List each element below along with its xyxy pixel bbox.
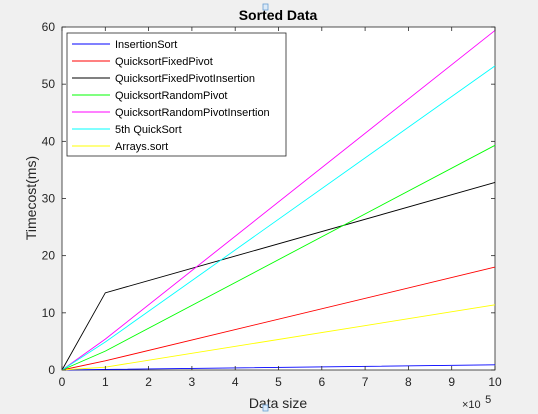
- x-axis-exponent-power: 5: [485, 394, 491, 406]
- y-tick-label: 30: [42, 192, 56, 206]
- legend-label-0: InsertionSort: [115, 39, 177, 51]
- x-tick-label: 1: [102, 375, 109, 389]
- y-ticks: 0 10 20 30 40 50 60: [42, 20, 495, 377]
- x-tick-label: 6: [318, 375, 325, 389]
- legend: InsertionSort QuicksortFixedPivot Quicksor…: [66, 32, 287, 157]
- series-line-4: [61, 30, 496, 371]
- legend-label-1: QuicksortFixedPivot: [115, 56, 213, 68]
- y-axis-label: Timecost(ms): [23, 156, 39, 240]
- figure-handle-top[interactable]: [262, 3, 269, 11]
- x-tick-label: 5: [275, 375, 282, 389]
- x-tick-label: 10: [488, 375, 502, 389]
- legend-label-2: QuicksortFixedPivotInsertion: [115, 73, 255, 85]
- x-tick-label: 4: [232, 375, 239, 389]
- x-axis-exponent: ×10 5: [462, 394, 491, 412]
- x-tick-label: 9: [448, 375, 455, 389]
- y-tick-label: 20: [42, 249, 56, 263]
- series-line-1: [61, 266, 496, 371]
- legend-label-6: Arrays.sort: [115, 141, 168, 153]
- legend-items: InsertionSort QuicksortFixedPivot Quicksor…: [72, 39, 270, 153]
- legend-label-4: QuicksortRandomPivotInsertion: [115, 107, 270, 119]
- y-tick-label: 60: [42, 20, 56, 34]
- figure-handle-bottom[interactable]: [262, 404, 269, 412]
- series-line-3: [61, 144, 496, 371]
- x-axis-label: Data size: [249, 395, 308, 411]
- legend-label-5: 5th QuickSort: [115, 124, 182, 136]
- x-tick-label: 7: [362, 375, 369, 389]
- y-tick-label: 40: [42, 134, 56, 148]
- x-tick-label: 2: [145, 375, 152, 389]
- x-tick-label: 0: [59, 375, 66, 389]
- x-tick-label: 3: [189, 375, 196, 389]
- series-line-5: [61, 65, 496, 371]
- chart-title: Sorted Data: [239, 7, 318, 23]
- x-axis-exponent-base: ×10: [462, 399, 481, 411]
- x-ticks: 0 1 2 3 4 5 6 7 8 9 10: [59, 27, 502, 389]
- legend-label-3: QuicksortRandomPivot: [115, 90, 228, 102]
- legend-box: [66, 32, 287, 157]
- x-tick-label: 8: [405, 375, 412, 389]
- y-tick-label: 50: [42, 77, 56, 91]
- y-tick-label: 0: [48, 363, 55, 377]
- series-line-2: [61, 182, 496, 371]
- y-tick-label: 10: [42, 306, 56, 320]
